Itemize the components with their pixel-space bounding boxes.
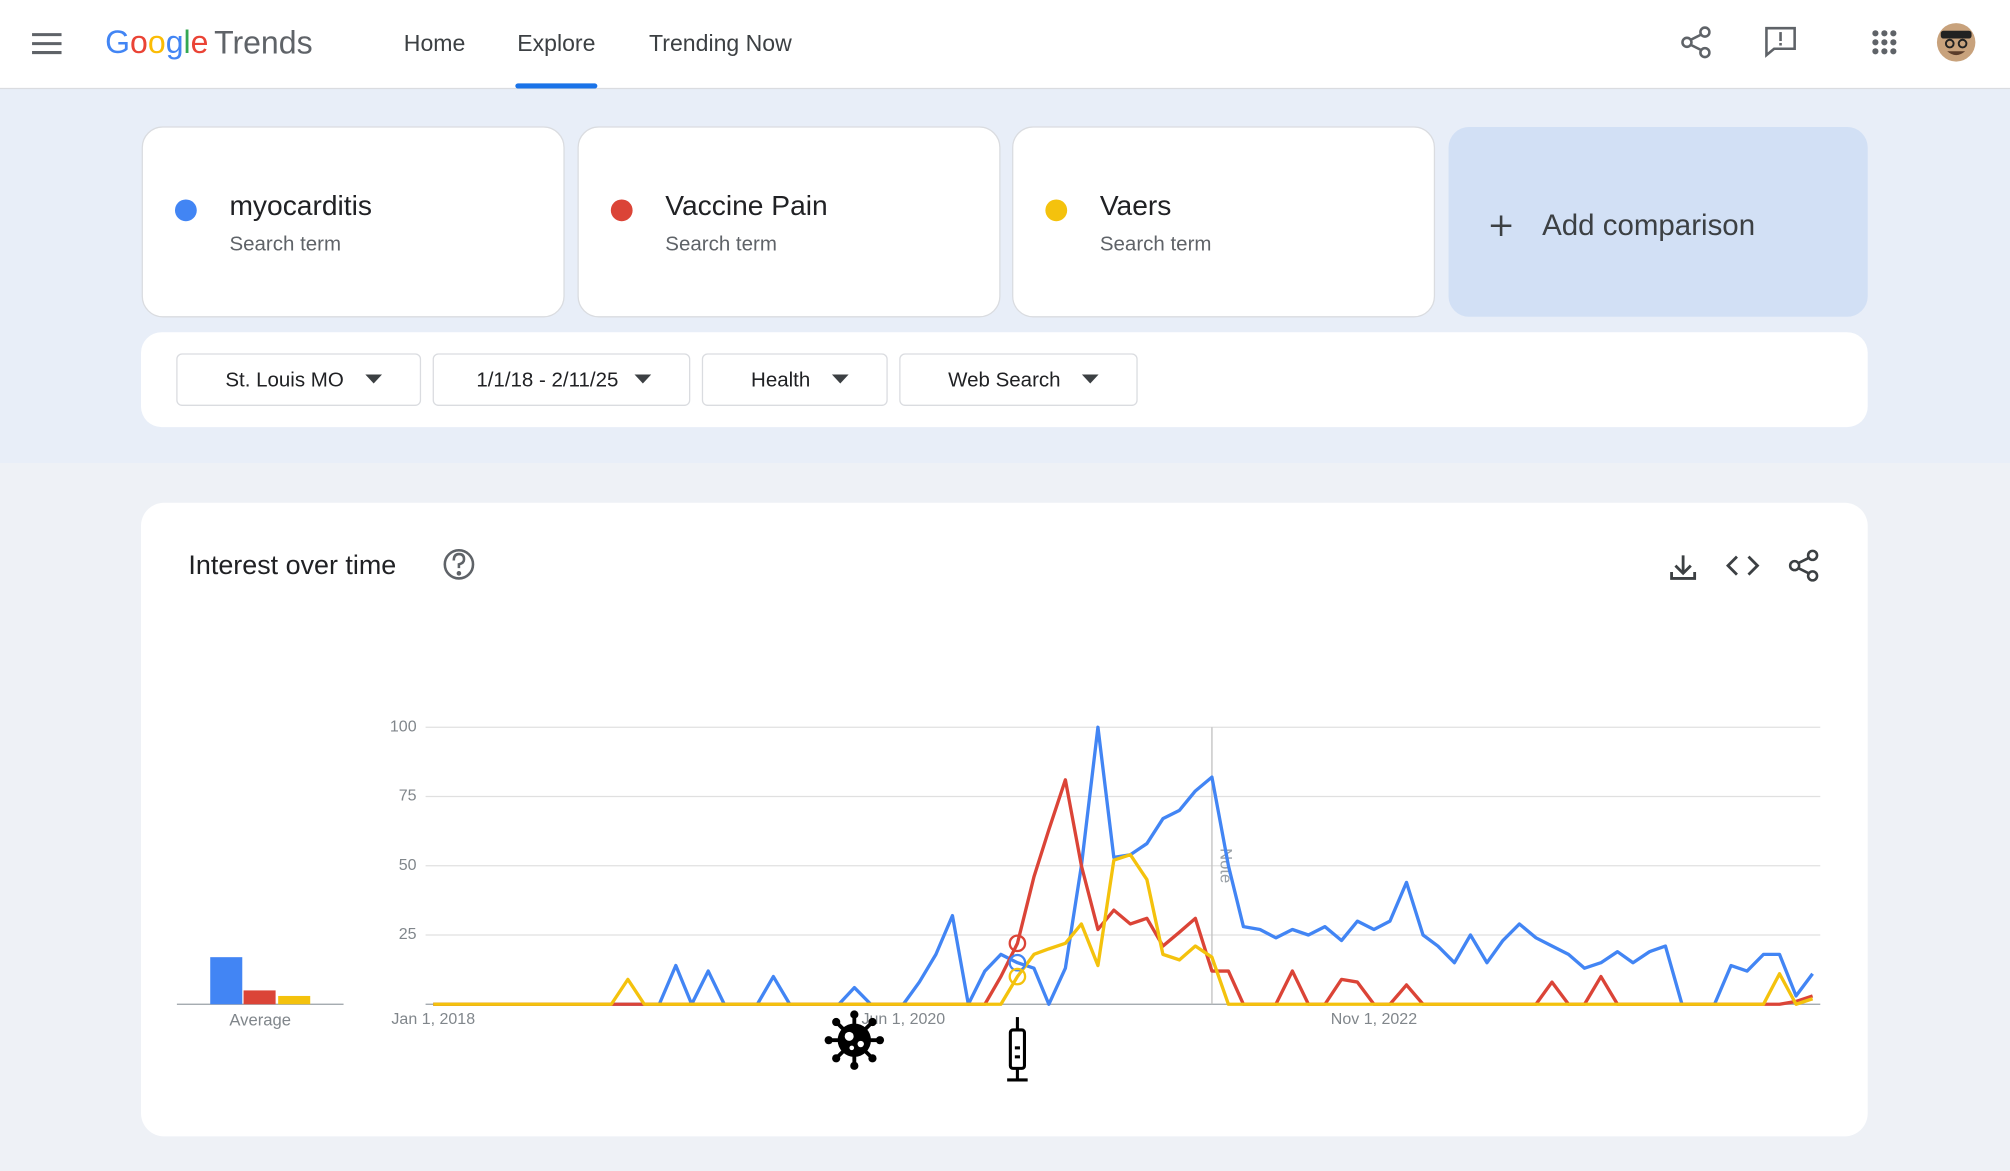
filter-dropdown[interactable] <box>701 353 888 406</box>
add-comparison[interactable]: Add comparison <box>1542 209 1755 242</box>
virus-icon <box>824 1010 885 1070</box>
spike-tip <box>875 1036 885 1045</box>
term-card[interactable] <box>141 126 565 318</box>
term-color-dot <box>1045 199 1068 222</box>
avatar[interactable] <box>1936 23 1976 62</box>
share-icon[interactable] <box>1681 26 1711 59</box>
term-sub: Search term <box>665 232 777 255</box>
dropdown-arrow <box>365 374 383 384</box>
menu-icon[interactable] <box>32 33 62 55</box>
term-color-dot <box>610 199 633 222</box>
y-tick-label: 75 <box>399 787 417 805</box>
term-sub: Search term <box>1100 232 1212 255</box>
y-tick-label: 25 <box>399 925 417 943</box>
chart-card <box>141 502 1868 1137</box>
x-tick-label: Jun 1, 2020 <box>862 1010 946 1028</box>
term-name[interactable]: Vaccine Pain <box>665 189 827 221</box>
logo-product[interactable]: Trends <box>214 24 313 60</box>
embed-icon[interactable] <box>1725 555 1760 576</box>
event-point <box>1008 953 1027 972</box>
term-name[interactable]: Vaers <box>1100 189 1172 221</box>
y-tick-label: 100 <box>390 717 417 735</box>
logo-google[interactable]: Google <box>105 24 208 60</box>
y-tick-label: 50 <box>399 856 417 874</box>
vaccine-icon <box>1007 1017 1028 1082</box>
dropdown-arrow <box>831 374 849 384</box>
term-color-dot <box>174 199 197 222</box>
virus-spot <box>849 1045 855 1051</box>
filter-label[interactable]: Web Search <box>948 368 1060 391</box>
spike-tip <box>832 1054 841 1063</box>
spike-tip <box>868 1017 877 1027</box>
term-sub: Search term <box>229 232 341 255</box>
event-point <box>1008 934 1027 953</box>
spike-tip <box>868 1054 877 1063</box>
term-card[interactable] <box>577 126 1001 318</box>
virus-spot <box>857 1040 864 1048</box>
nav-active-indicator <box>515 83 598 89</box>
virus-spot <box>844 1031 854 1041</box>
filter-dropdown[interactable] <box>432 353 691 406</box>
nav-link[interactable]: Explore <box>517 30 595 56</box>
nav-link[interactable]: Trending Now <box>649 30 792 56</box>
feedback-icon[interactable] <box>1765 26 1796 58</box>
dropdown-arrow <box>1081 374 1099 384</box>
top-bar <box>0 0 2010 89</box>
spike-tip <box>850 1010 859 1019</box>
filter-label[interactable]: 1/1/18 - 2/11/25 <box>476 368 618 391</box>
add-comparison-card[interactable] <box>1448 126 1868 317</box>
filter-dropdown[interactable] <box>899 353 1138 406</box>
x-tick-label: Nov 1, 2022 <box>1331 1010 1417 1028</box>
help-icon[interactable] <box>443 548 475 580</box>
term-name[interactable]: myocarditis <box>229 189 372 221</box>
apps-icon[interactable] <box>1872 30 1897 55</box>
download-icon[interactable] <box>1670 555 1697 580</box>
average-bar <box>243 990 276 1005</box>
virus-body <box>837 1023 871 1057</box>
spike-tip <box>824 1036 833 1045</box>
nav-link[interactable]: Home <box>404 30 466 56</box>
term-card[interactable] <box>1012 126 1436 318</box>
x-tick-label: Jan 1, 2018 <box>391 1010 475 1028</box>
filter-label[interactable]: St. Louis MO <box>225 368 343 391</box>
dropdown-arrow <box>634 374 652 384</box>
average-label: Average <box>229 1010 291 1029</box>
event-point <box>1008 967 1027 986</box>
average-bar <box>278 995 311 1005</box>
filter-label[interactable]: Health <box>751 368 810 391</box>
average-bar <box>210 957 243 1005</box>
chart-share-icon[interactable] <box>1788 549 1819 582</box>
spike-tip <box>832 1017 841 1027</box>
plus-icon <box>1490 215 1512 236</box>
series-line <box>433 853 1814 1006</box>
chart-title: Interest over time <box>188 550 396 580</box>
filter-dropdown[interactable] <box>176 353 422 406</box>
spike-tip <box>850 1061 859 1070</box>
